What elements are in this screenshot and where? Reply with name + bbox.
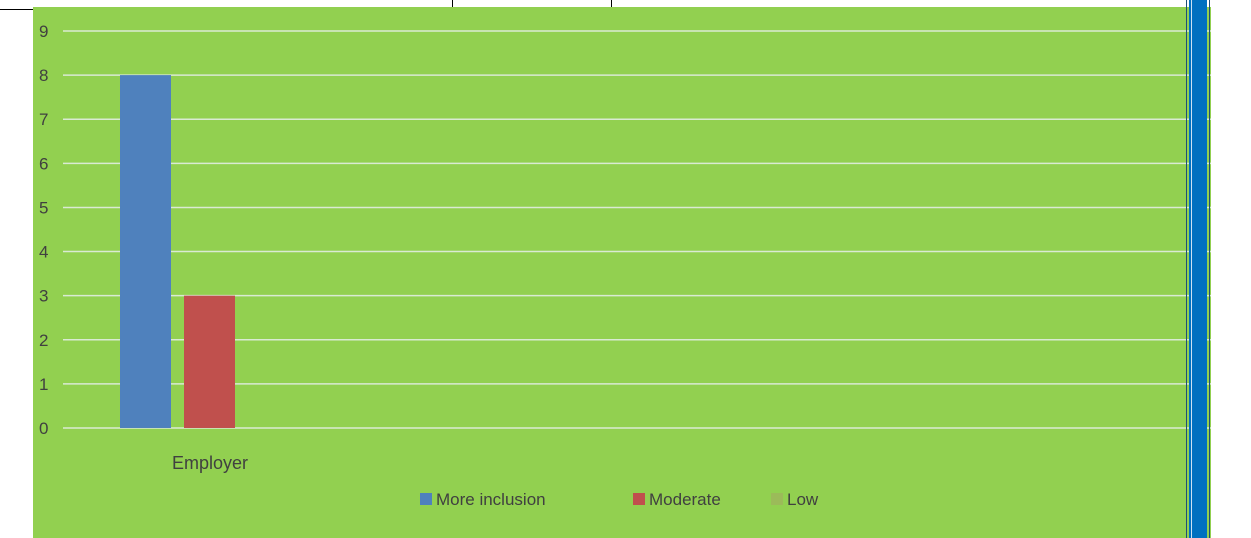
- y-tick-label: 7: [39, 110, 48, 129]
- legend-swatch: [420, 493, 432, 505]
- chart-container: 0 1 2 3 4 5 6 7 8 9 Employer More inclusion Moderate…: [33, 7, 1211, 538]
- legend-swatch: [633, 493, 645, 505]
- legend-label: Moderate: [649, 490, 721, 509]
- y-tick-label: 2: [39, 331, 48, 350]
- legend-label: Low: [787, 490, 819, 509]
- y-tick-label: 4: [39, 243, 48, 262]
- side-bar-fill: [1189, 0, 1207, 538]
- table-divider: [452, 0, 453, 10]
- y-tick-label: 3: [39, 287, 48, 306]
- y-tick-label: 0: [39, 419, 48, 438]
- x-category-label: Employer: [172, 453, 248, 473]
- y-tick-label: 5: [39, 198, 48, 217]
- legend-swatch: [771, 493, 783, 505]
- y-tick-label: 8: [39, 66, 48, 85]
- bar-more-inclusion: [120, 75, 171, 428]
- y-tick-label: 6: [39, 154, 48, 173]
- page-side-bar: [1186, 0, 1210, 538]
- y-tick-label: 9: [39, 22, 48, 41]
- y-tick-label: 1: [39, 375, 48, 394]
- bar-chart: 0 1 2 3 4 5 6 7 8 9 Employer More inclusion Moderate…: [33, 7, 1211, 538]
- side-bar-highlight: [1191, 0, 1192, 538]
- side-bar-edge-right: [1209, 0, 1210, 538]
- chart-background: [33, 7, 1211, 538]
- side-bar-edge-left: [1186, 0, 1187, 538]
- bar-moderate: [184, 295, 235, 428]
- legend-label: More inclusion: [436, 490, 546, 509]
